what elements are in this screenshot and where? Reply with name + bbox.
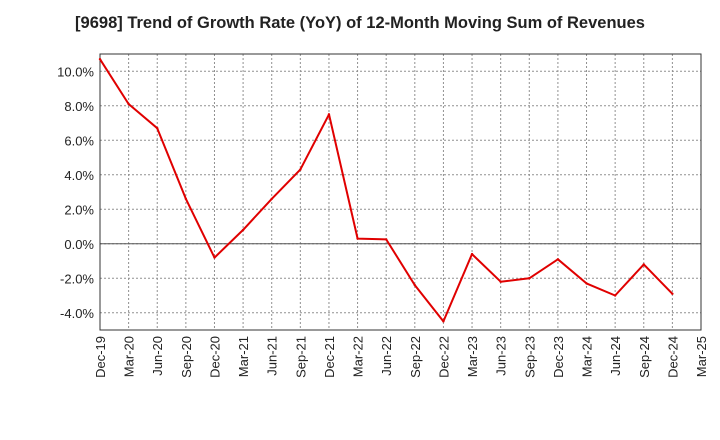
x-tick-label: Sep-21 bbox=[293, 336, 308, 378]
x-tick-label: Mar-24 bbox=[580, 336, 595, 377]
data-point bbox=[613, 294, 617, 297]
data-point bbox=[98, 57, 102, 61]
x-tick-label: Mar-20 bbox=[122, 336, 137, 377]
data-point bbox=[127, 102, 130, 106]
data-point bbox=[327, 113, 331, 116]
data-point bbox=[356, 237, 359, 240]
chart-title: [9698] Trend of Growth Rate (YoY) of 12-… bbox=[75, 14, 645, 32]
y-tick-label: -4.0% bbox=[60, 306, 94, 321]
y-tick-label: 2.0% bbox=[64, 202, 94, 217]
y-tick-label: 0.0% bbox=[64, 237, 94, 252]
y-tick-label: 8.0% bbox=[64, 99, 94, 114]
x-tick-label: Sep-20 bbox=[179, 336, 194, 378]
y-tick-label: -2.0% bbox=[60, 271, 94, 286]
y-tick-label: 6.0% bbox=[64, 133, 94, 148]
x-tick-label: Jun-23 bbox=[494, 336, 509, 376]
y-tick-label: 4.0% bbox=[64, 168, 94, 183]
x-tick-label: Jun-21 bbox=[265, 336, 280, 376]
plot-frame bbox=[99, 53, 702, 331]
x-tick-label: Sep-24 bbox=[637, 336, 652, 378]
x-tick-label: Dec-20 bbox=[207, 336, 222, 378]
x-tick-label: Dec-24 bbox=[665, 336, 680, 378]
x-tick-label: Jun-22 bbox=[379, 336, 394, 376]
x-tick-label: Mar-23 bbox=[465, 336, 480, 377]
x-tick-label: Jun-20 bbox=[150, 336, 165, 376]
data-point bbox=[671, 292, 674, 295]
data-point bbox=[556, 258, 560, 261]
data-point bbox=[184, 197, 188, 201]
data-point bbox=[470, 252, 474, 256]
y-tick-label: 10.0% bbox=[57, 64, 94, 79]
data-point bbox=[528, 277, 531, 280]
data-point bbox=[585, 282, 588, 285]
data-point bbox=[499, 280, 502, 283]
data-point bbox=[213, 256, 216, 259]
x-tick-label: Sep-22 bbox=[408, 336, 423, 378]
x-tick-label: Dec-22 bbox=[436, 336, 451, 378]
x-tick-label: Mar-22 bbox=[351, 336, 366, 377]
data-point bbox=[642, 263, 645, 266]
x-tick-label: Dec-21 bbox=[322, 336, 337, 378]
x-tick-label: Dec-19 bbox=[93, 336, 108, 378]
data-point bbox=[156, 126, 159, 130]
x-tick-label: Dec-23 bbox=[551, 336, 566, 378]
data-point bbox=[270, 197, 273, 201]
data-point bbox=[413, 283, 417, 287]
data-point bbox=[384, 238, 388, 241]
x-tick-label: Mar-21 bbox=[236, 336, 251, 377]
data-point bbox=[299, 168, 302, 171]
x-tick-label: Jun-24 bbox=[608, 336, 623, 376]
data-point bbox=[442, 320, 445, 323]
data-point bbox=[241, 228, 245, 232]
x-tick-label: Mar-25 bbox=[694, 336, 709, 377]
x-tick-label: Sep-23 bbox=[522, 336, 537, 378]
